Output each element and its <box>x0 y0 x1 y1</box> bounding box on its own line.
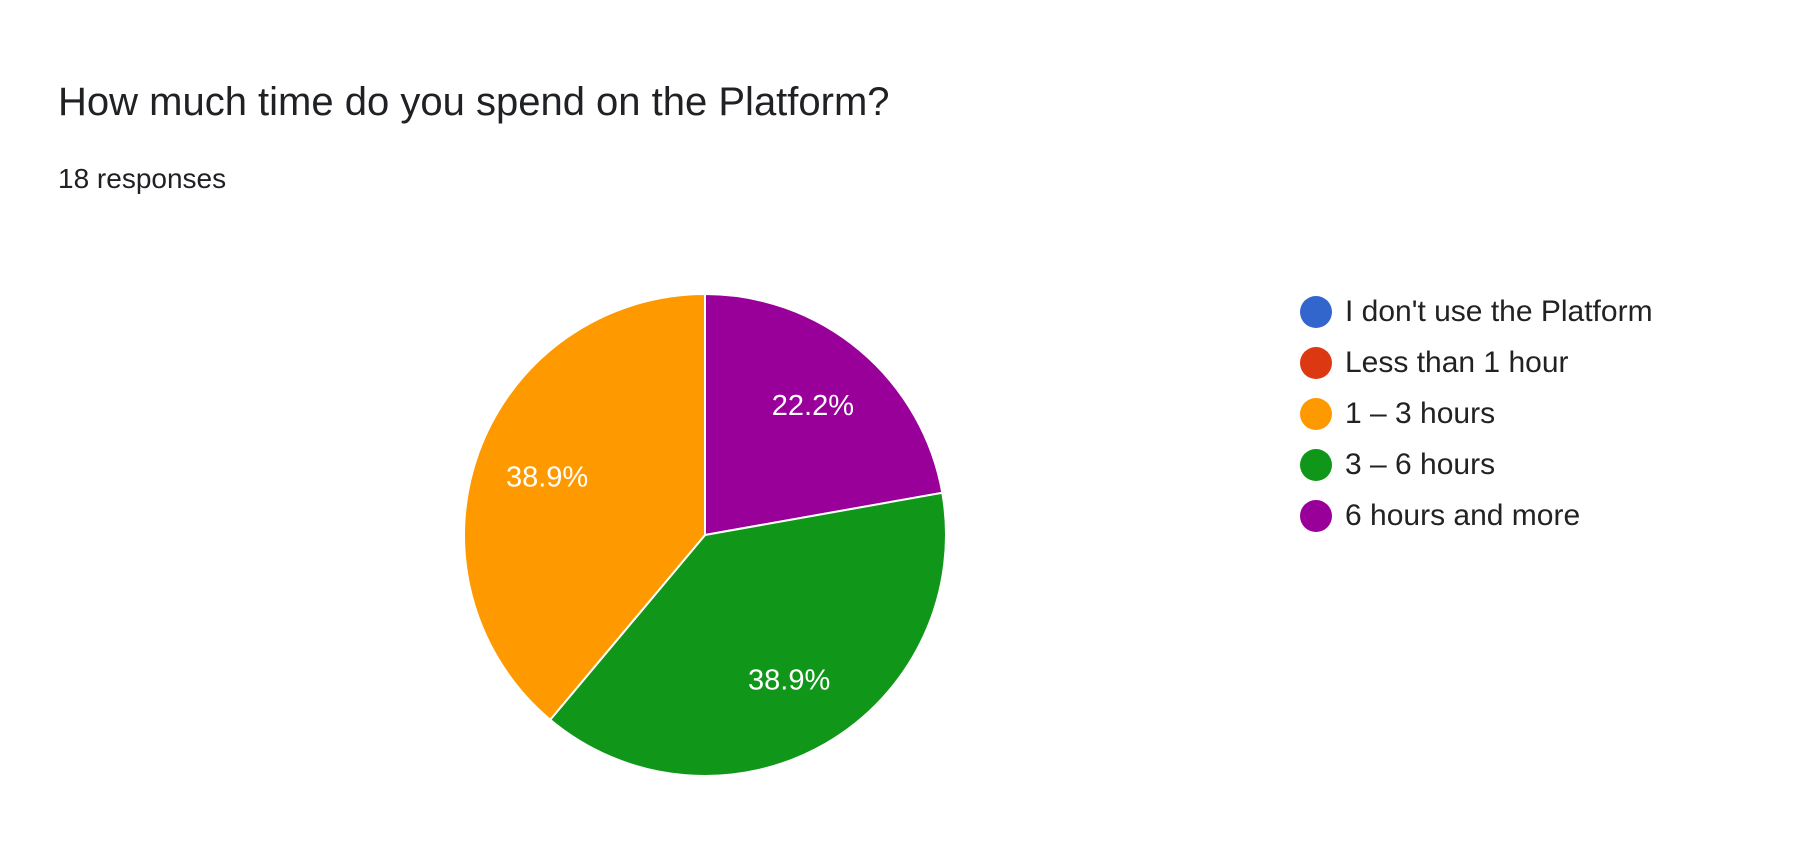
response-count: 18 responses <box>58 163 227 194</box>
legend-swatch <box>1300 346 1332 379</box>
slice-label-3-6-hours: 38.9% <box>748 664 830 696</box>
legend-label: 6 hours and more <box>1345 498 1581 532</box>
legend-item-i-don-t-use-the-platform[interactable]: I don't use the Platform <box>1300 286 1653 337</box>
legend-label: Less than 1 hour <box>1345 345 1569 379</box>
pie-slice-3-6-hours[interactable] <box>548 491 947 777</box>
legend-label: 3 – 6 hours <box>1345 447 1496 481</box>
legend-swatch <box>1300 499 1332 532</box>
chart-title: How much time do you spend on the Platfo… <box>58 80 890 124</box>
chart-legend: I don't use the Platform Less than 1 hour… <box>1300 286 1653 541</box>
legend-swatch <box>1300 295 1332 328</box>
legend-item-3-6-hours[interactable]: 3 – 6 hours <box>1300 439 1653 490</box>
legend-swatch <box>1300 448 1332 481</box>
legend-item-1-3-hours[interactable]: 1 – 3 hours <box>1300 388 1653 439</box>
pie-slice-labels: 22.2% 38.9% 38.9% <box>506 390 854 696</box>
legend-item-less-than-1-hour[interactable]: Less than 1 hour <box>1300 337 1653 388</box>
pie-slice-6-hours-and-more[interactable] <box>704 292 944 537</box>
legend-label: I don't use the Platform <box>1345 294 1653 328</box>
legend-label: 1 – 3 hours <box>1345 396 1496 430</box>
slice-label-6-hours-and-more: 22.2% <box>772 390 854 422</box>
pie-slice-1-3-hours[interactable] <box>463 292 706 722</box>
legend-item-6-hours-and-more[interactable]: 6 hours and more <box>1300 490 1653 541</box>
pie-slices <box>463 292 947 777</box>
legend-swatch <box>1300 397 1332 430</box>
slice-label-1-3-hours: 38.9% <box>506 462 588 494</box>
